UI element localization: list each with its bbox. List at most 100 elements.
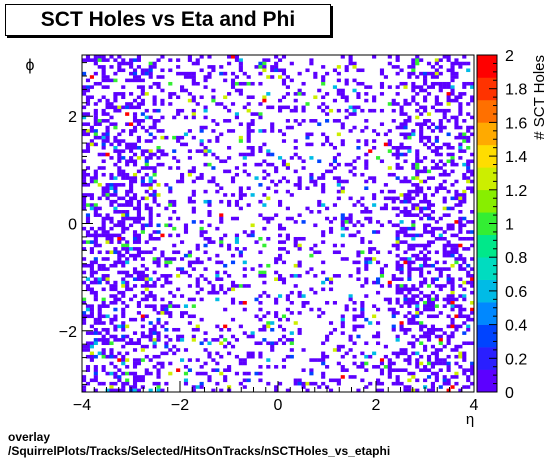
heatmap-cell [399,193,404,197]
heatmap-cell [297,311,302,315]
heatmap-cell [399,105,404,110]
heatmap-cell [144,334,149,339]
heatmap-cell [383,344,388,349]
heatmap-cell [332,327,337,332]
heatmap-cell [387,280,392,285]
heatmap-cell [442,243,447,248]
heatmap-cell [101,108,106,113]
heatmap-cell [82,193,87,197]
heatmap-cell [281,139,287,143]
heatmap-cell [121,203,126,207]
heatmap-cell [336,196,341,201]
heatmap-cell [250,122,255,126]
heatmap-cell [430,385,435,389]
heatmap-cell [407,135,412,140]
heatmap-cell [121,358,126,362]
z-tick-label: 0.8 [505,250,527,267]
heatmap-cell [454,119,459,123]
heatmap-cell [285,354,290,359]
heatmap-cell [285,189,290,194]
heatmap-cell [152,189,157,194]
heatmap-cell [419,139,424,143]
heatmap-cell [462,331,467,335]
heatmap-cell [415,85,420,89]
heatmap-cell [152,179,157,184]
heatmap-cell [462,189,467,194]
heatmap-cell [466,179,471,184]
heatmap-cell [415,243,420,248]
heatmap-cell [364,368,369,372]
heatmap-cell [454,189,459,194]
heatmap-cell [152,65,157,69]
heatmap-cell [164,304,169,308]
heatmap-cell [470,132,475,137]
heatmap-cell [230,129,236,133]
heatmap-cell [270,68,275,73]
heatmap-cell [403,287,408,292]
heatmap-cell [195,260,200,265]
heatmap-cell [242,81,247,86]
heatmap-cell [434,277,439,281]
heatmap-cell [321,203,326,207]
heatmap-cell [246,132,251,137]
heatmap-cell [148,213,153,217]
heatmap-cell [411,341,416,346]
heatmap-cell [144,183,149,187]
heatmap-cell [454,162,459,167]
heatmap-cell [293,183,298,187]
heatmap-cell [211,88,216,93]
heatmap-cell [364,317,369,322]
heatmap-cell [250,267,255,271]
heatmap-cell [340,223,345,228]
heatmap-cell [454,135,459,140]
heatmap-cell [136,311,141,315]
heatmap-cell [344,257,349,261]
heatmap-cell [129,102,134,106]
heatmap-cell [152,257,157,261]
heatmap-cell [399,324,404,329]
heatmap-cell [336,78,341,83]
heatmap-cell [144,206,149,211]
heatmap-cell [191,135,196,140]
heatmap-cell [415,156,420,160]
heatmap-cell [407,149,412,153]
heatmap-cell [438,267,443,271]
heatmap-cell [207,223,212,228]
heatmap-cell [156,75,161,79]
heatmap-cell [454,250,459,255]
heatmap-cell [148,334,153,339]
heatmap-cell [458,284,463,288]
heatmap-cell [129,61,134,66]
heatmap-cell [168,301,173,305]
heatmap-cell [93,378,98,383]
heatmap-cell [176,267,181,271]
color-scale-band [477,302,497,325]
heatmap-cell [321,375,326,379]
heatmap-cell [454,304,459,308]
heatmap-cell [230,287,236,292]
heatmap-cell [97,55,102,59]
heatmap-cell [132,365,138,369]
heatmap-cell [297,290,302,295]
heatmap-cell [411,260,416,265]
heatmap-cell [328,220,334,224]
heatmap-cell [172,294,177,298]
heatmap-cell [215,270,220,275]
heatmap-cell [274,166,279,170]
heatmap-cell [289,311,294,315]
heatmap-cell [129,216,134,221]
heatmap-cell [183,230,189,234]
heatmap-cell [125,250,130,255]
heatmap-cell [238,250,243,255]
heatmap-cell [121,58,126,62]
heatmap-cell [136,240,141,244]
heatmap-cell [281,365,287,369]
heatmap-cell [262,324,267,329]
heatmap-cell [411,129,416,133]
heatmap-cell [434,304,439,308]
heatmap-cell [450,375,455,379]
heatmap-cell [372,193,377,197]
heatmap-cell [336,132,341,137]
heatmap-cell [101,263,106,268]
heatmap-cell [434,149,439,153]
